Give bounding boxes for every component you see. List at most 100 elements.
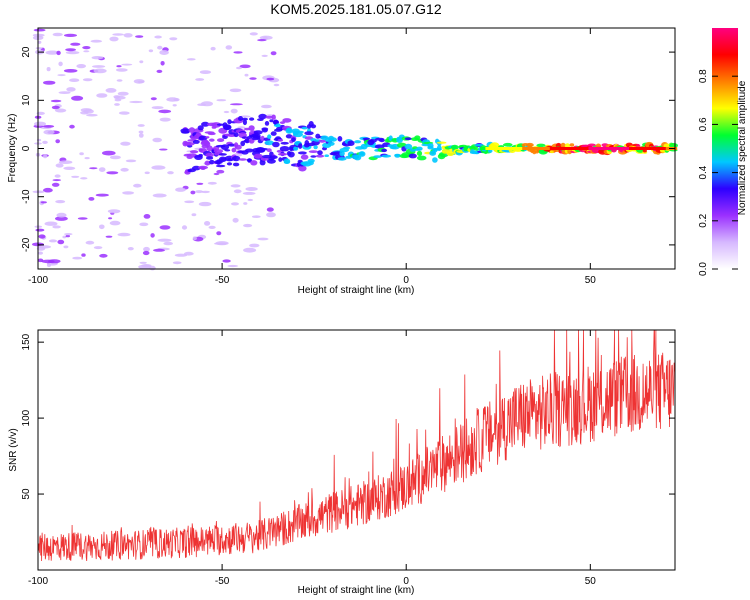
- heatmap-cell: [157, 45, 163, 50]
- ridge-cell: [498, 147, 501, 150]
- heatmap-cell: [224, 149, 231, 152]
- heatmap-cell: [354, 140, 362, 144]
- heatmap-cell: [329, 137, 337, 142]
- heatmap-cell: [243, 202, 248, 205]
- heatmap-cell: [204, 221, 211, 226]
- heatmap-cell: [261, 54, 268, 58]
- heatmap-cell: [95, 193, 109, 197]
- heatmap-cell: [38, 234, 46, 239]
- heatmap-cell: [291, 137, 296, 143]
- heatmap-cell: [159, 117, 171, 122]
- heatmap-cell: [117, 232, 131, 237]
- ridge-cell: [608, 147, 611, 150]
- heatmap-cell: [222, 259, 231, 263]
- ridge-cell: [570, 147, 573, 150]
- x-tick-label: -50: [215, 275, 230, 286]
- heatmap-cell: [236, 66, 242, 70]
- heatmap-cell: [490, 142, 500, 148]
- heatmap-cell: [261, 104, 272, 109]
- x-tick-label: 50: [585, 275, 597, 286]
- x-tick-label: 0: [403, 275, 409, 286]
- heatmap-cell: [229, 103, 243, 106]
- ridge-cell: [522, 147, 525, 150]
- heatmap-cell: [114, 103, 120, 106]
- heatmap-cell: [143, 214, 151, 219]
- ridge-cell: [579, 147, 582, 150]
- heatmap-cell: [116, 65, 122, 68]
- heatmap-cell: [88, 197, 95, 201]
- ridge-cell: [649, 147, 652, 150]
- ridge-cell: [651, 147, 654, 150]
- heatmap-cell: [249, 77, 257, 80]
- heatmap-cell: [143, 246, 150, 252]
- heatmap-cell: [233, 189, 242, 194]
- heatmap-cell: [249, 32, 258, 36]
- heatmap-cell: [536, 143, 546, 148]
- heatmap-cell: [153, 248, 165, 252]
- heatmap-cell: [261, 148, 269, 151]
- heatmap-cell: [56, 212, 67, 218]
- ridge-cell: [509, 147, 512, 150]
- ridge-cell: [594, 147, 597, 150]
- heatmap-cell: [244, 138, 250, 144]
- heatmap-cell: [381, 148, 388, 153]
- heatmap-cell: [99, 224, 105, 230]
- heatmap-cell: [378, 138, 385, 143]
- heatmap-cell: [137, 80, 145, 84]
- heatmap-cell: [93, 68, 107, 74]
- heatmap-cell: [169, 37, 178, 41]
- heatmap-cell: [209, 138, 215, 142]
- heatmap-cell: [142, 250, 150, 256]
- heatmap-cell: [270, 131, 277, 136]
- heatmap-cell: [450, 144, 459, 151]
- ridge-cell: [479, 147, 482, 150]
- heatmap-cell: [57, 239, 65, 245]
- heatmap-cell: [172, 261, 182, 265]
- heatmap-cell: [62, 235, 67, 239]
- ridge-cell: [606, 147, 610, 150]
- ridge-cell: [625, 147, 628, 150]
- heatmap-cell: [186, 155, 193, 159]
- x-tick-label: 50: [585, 576, 597, 587]
- ridge-cell: [645, 147, 648, 150]
- heatmap-cell: [43, 187, 53, 193]
- heatmap-cell: [264, 121, 270, 126]
- figure-title: KOM5.2025.181.05.07.G12: [270, 1, 441, 17]
- heatmap-cell: [108, 217, 113, 220]
- heatmap-cell: [247, 198, 254, 202]
- heatmap-cell: [487, 149, 493, 153]
- ridge-cell: [577, 147, 580, 150]
- heatmap-cell: [223, 124, 232, 131]
- heatmap-cell: [416, 155, 427, 161]
- heatmap-cell: [107, 209, 121, 214]
- heatmap-cell: [373, 155, 382, 159]
- heatmap-cell: [240, 115, 251, 118]
- ridge-cell: [540, 147, 543, 150]
- heatmap-cell: [353, 154, 362, 161]
- heatmap-cell: [33, 28, 46, 32]
- ridge-cell: [555, 147, 558, 150]
- heatmap-cell: [436, 141, 447, 144]
- heatmap-cell: [83, 109, 94, 114]
- heatmap-cell: [72, 256, 83, 260]
- ridge-cell: [623, 147, 626, 150]
- colorbar: 0.0 0.2 0.4 0.6 0.8 Normalized spectral ampl…: [698, 28, 748, 276]
- heatmap-cell: [560, 142, 566, 149]
- ridge-cell: [507, 147, 510, 150]
- spectrogram-frame: [37, 27, 676, 270]
- heatmap-cell: [260, 135, 265, 142]
- ridge-cell: [503, 147, 506, 150]
- y-tick-label: 50: [21, 488, 32, 500]
- ridge-cell: [667, 147, 670, 150]
- heatmap-cell: [43, 80, 56, 85]
- heatmap-cell: [42, 140, 48, 144]
- heatmap-cell: [526, 142, 534, 148]
- heatmap-cell: [150, 233, 155, 238]
- heatmap-cell: [52, 225, 61, 229]
- heatmap-cell: [205, 136, 210, 139]
- heatmap-cell: [238, 116, 243, 121]
- heatmap-cell: [257, 237, 269, 241]
- heatmap-cell: [86, 113, 98, 117]
- heatmap-cell: [92, 65, 106, 68]
- heatmap-cell: [359, 151, 365, 156]
